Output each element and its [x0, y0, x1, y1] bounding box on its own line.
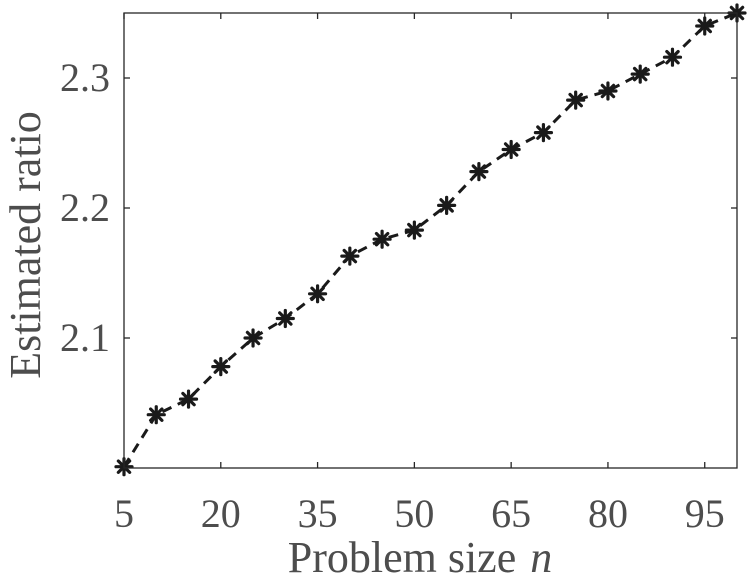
data-point [307, 284, 328, 304]
x-tick-labels: 5 20 35 50 65 80 95 [114, 491, 725, 536]
x-tick-label: 20 [201, 491, 241, 536]
y-tick-label: 2.1 [60, 315, 110, 360]
data-point [211, 357, 231, 377]
data-point [340, 246, 360, 266]
x-axis-variable: n [530, 533, 552, 581]
data-point [501, 139, 521, 160]
data-point [598, 81, 618, 101]
plot-frame [123, 12, 738, 469]
y-tick-label: 2.2 [60, 185, 110, 230]
data-point [469, 162, 489, 182]
x-tick-label: 35 [298, 491, 338, 536]
y-tick-label: 2.3 [60, 55, 110, 100]
data-point [630, 64, 650, 84]
data-point [695, 16, 715, 36]
data-point [146, 405, 166, 425]
x-tick-label: 65 [491, 491, 531, 536]
x-tick-label: 80 [588, 491, 628, 536]
x-axis-label: Problem size [288, 533, 517, 581]
data-point [533, 122, 554, 143]
data-point [404, 220, 424, 240]
y-axis-title: Estimated ratio [1, 111, 50, 379]
data-point [437, 195, 457, 215]
y-tick-labels: 2.1 2.2 2.3 [60, 55, 110, 360]
data-point [243, 328, 263, 348]
data-markers [114, 3, 747, 477]
data-point [662, 47, 683, 67]
data-point [566, 90, 586, 110]
data-point [178, 389, 199, 409]
x-tick-label: 50 [394, 491, 434, 536]
x-tick-label: 5 [114, 491, 134, 536]
data-point [372, 229, 392, 249]
ticks [123, 13, 737, 468]
x-axis-title: Problem size n [288, 533, 553, 581]
x-tick-label: 95 [685, 491, 725, 536]
data-point [275, 308, 295, 329]
